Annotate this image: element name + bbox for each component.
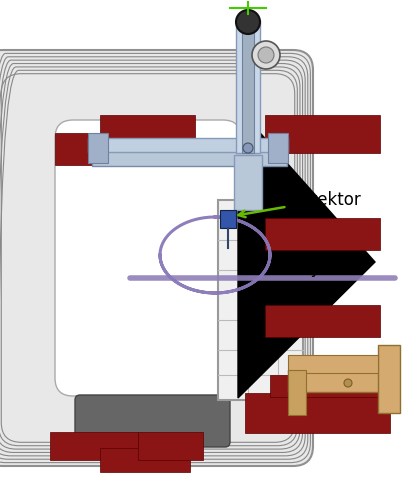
Text: detektor: detektor bbox=[239, 191, 361, 217]
Bar bbox=[100, 115, 195, 147]
Circle shape bbox=[258, 47, 274, 63]
Bar bbox=[268, 133, 288, 163]
FancyBboxPatch shape bbox=[75, 395, 230, 447]
Circle shape bbox=[236, 10, 260, 34]
Bar bbox=[138, 432, 203, 460]
Bar bbox=[288, 355, 378, 373]
Circle shape bbox=[252, 41, 280, 69]
Bar bbox=[242, 20, 254, 153]
Circle shape bbox=[344, 379, 352, 387]
Text: nyaláb: nyaláb bbox=[300, 259, 356, 277]
Bar bbox=[88, 138, 288, 152]
Bar bbox=[236, 20, 260, 153]
Bar bbox=[265, 305, 380, 337]
Bar bbox=[100, 448, 190, 472]
Bar bbox=[270, 375, 380, 397]
Bar bbox=[88, 133, 108, 163]
Bar bbox=[288, 370, 306, 415]
Bar bbox=[378, 345, 400, 413]
Bar bbox=[218, 200, 303, 400]
Bar bbox=[265, 115, 380, 153]
Bar bbox=[92, 148, 287, 166]
Bar bbox=[265, 218, 380, 250]
Bar bbox=[220, 210, 236, 228]
Bar bbox=[50, 432, 138, 460]
Bar bbox=[245, 393, 390, 433]
FancyBboxPatch shape bbox=[55, 120, 241, 396]
Bar bbox=[55, 133, 165, 165]
FancyBboxPatch shape bbox=[0, 50, 313, 466]
Bar bbox=[234, 155, 262, 210]
Bar bbox=[288, 370, 396, 392]
Circle shape bbox=[243, 143, 253, 153]
Polygon shape bbox=[238, 108, 375, 398]
